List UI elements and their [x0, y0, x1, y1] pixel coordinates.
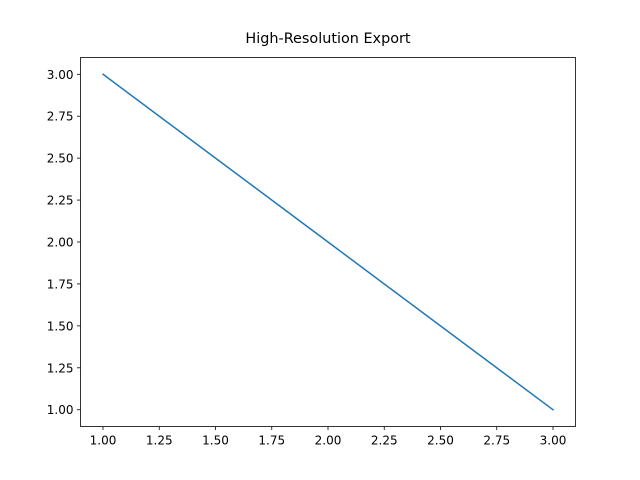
y-tick-label: 2.25: [47, 194, 74, 208]
x-tick-label: 1.25: [146, 434, 173, 448]
y-tick-label: 1.00: [47, 403, 74, 417]
plot-frame: [80, 57, 576, 427]
chart-title: High-Resolution Export: [245, 31, 410, 47]
y-tick-label: 1.75: [47, 277, 74, 291]
x-tick-label: 1.50: [202, 434, 229, 448]
x-tick-label: 2.50: [427, 434, 454, 448]
x-tick-label: 3.00: [540, 434, 567, 448]
x-tick-label: 2.25: [371, 434, 398, 448]
y-tick-label: 2.50: [47, 152, 74, 166]
y-tick-label: 3.00: [47, 68, 74, 82]
y-tick-label: 2.00: [47, 236, 74, 250]
line-series: [101, 73, 555, 411]
x-tick-label: 2.75: [483, 434, 510, 448]
x-tick-label: 2.00: [315, 434, 342, 448]
y-tick-label: 2.75: [47, 110, 74, 124]
x-tick-label: 1.00: [90, 434, 117, 448]
y-tick-label: 1.25: [47, 361, 74, 375]
y-tick-label: 1.50: [47, 319, 74, 333]
x-tick-label: 1.75: [258, 434, 285, 448]
